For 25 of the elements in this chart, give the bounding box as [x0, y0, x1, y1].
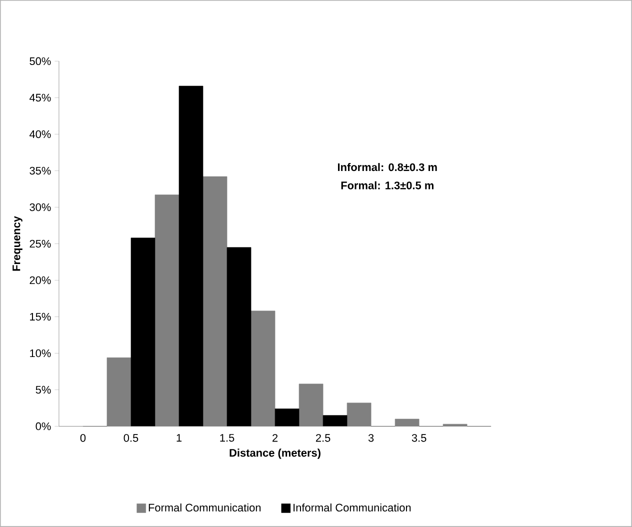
y-tick-label: 45% [30, 94, 51, 102]
y-tick-label: 5% [36, 386, 51, 394]
x-tick-label: 1.5 [220, 434, 234, 442]
y-tick-label: 35% [30, 166, 51, 175]
x-tick-label: 3.5 [412, 434, 426, 442]
x-tick-label: 0.5 [124, 434, 138, 442]
y-tick-label: 15% [30, 312, 51, 321]
y-axis-title: Frequency [12, 216, 22, 271]
annotation: Informal: 0.8±0.3 m [338, 163, 437, 172]
x-tick-label: 3 [368, 434, 374, 442]
y-tick-label: 20% [30, 276, 51, 284]
annotation: Formal: 1.3±0.5 m [341, 181, 434, 190]
legend-label: Informal Communication [294, 504, 411, 512]
y-tick-label: 25% [30, 240, 51, 248]
y-tick-label: 40% [30, 130, 51, 138]
y-tick-label: 10% [30, 349, 51, 358]
y-tick-label: 0% [36, 422, 51, 430]
x-tick-label: 2.5 [316, 434, 330, 442]
y-tick-label: 30% [30, 203, 51, 212]
y-tick-label: 50% [30, 57, 51, 66]
x-axis-title: Distance (meters) [230, 448, 320, 459]
x-tick-label: 0 [80, 434, 86, 442]
x-tick-label: 2 [272, 434, 278, 442]
x-tick-label: 1 [176, 434, 182, 442]
legend-label: Formal Communication [148, 504, 261, 512]
